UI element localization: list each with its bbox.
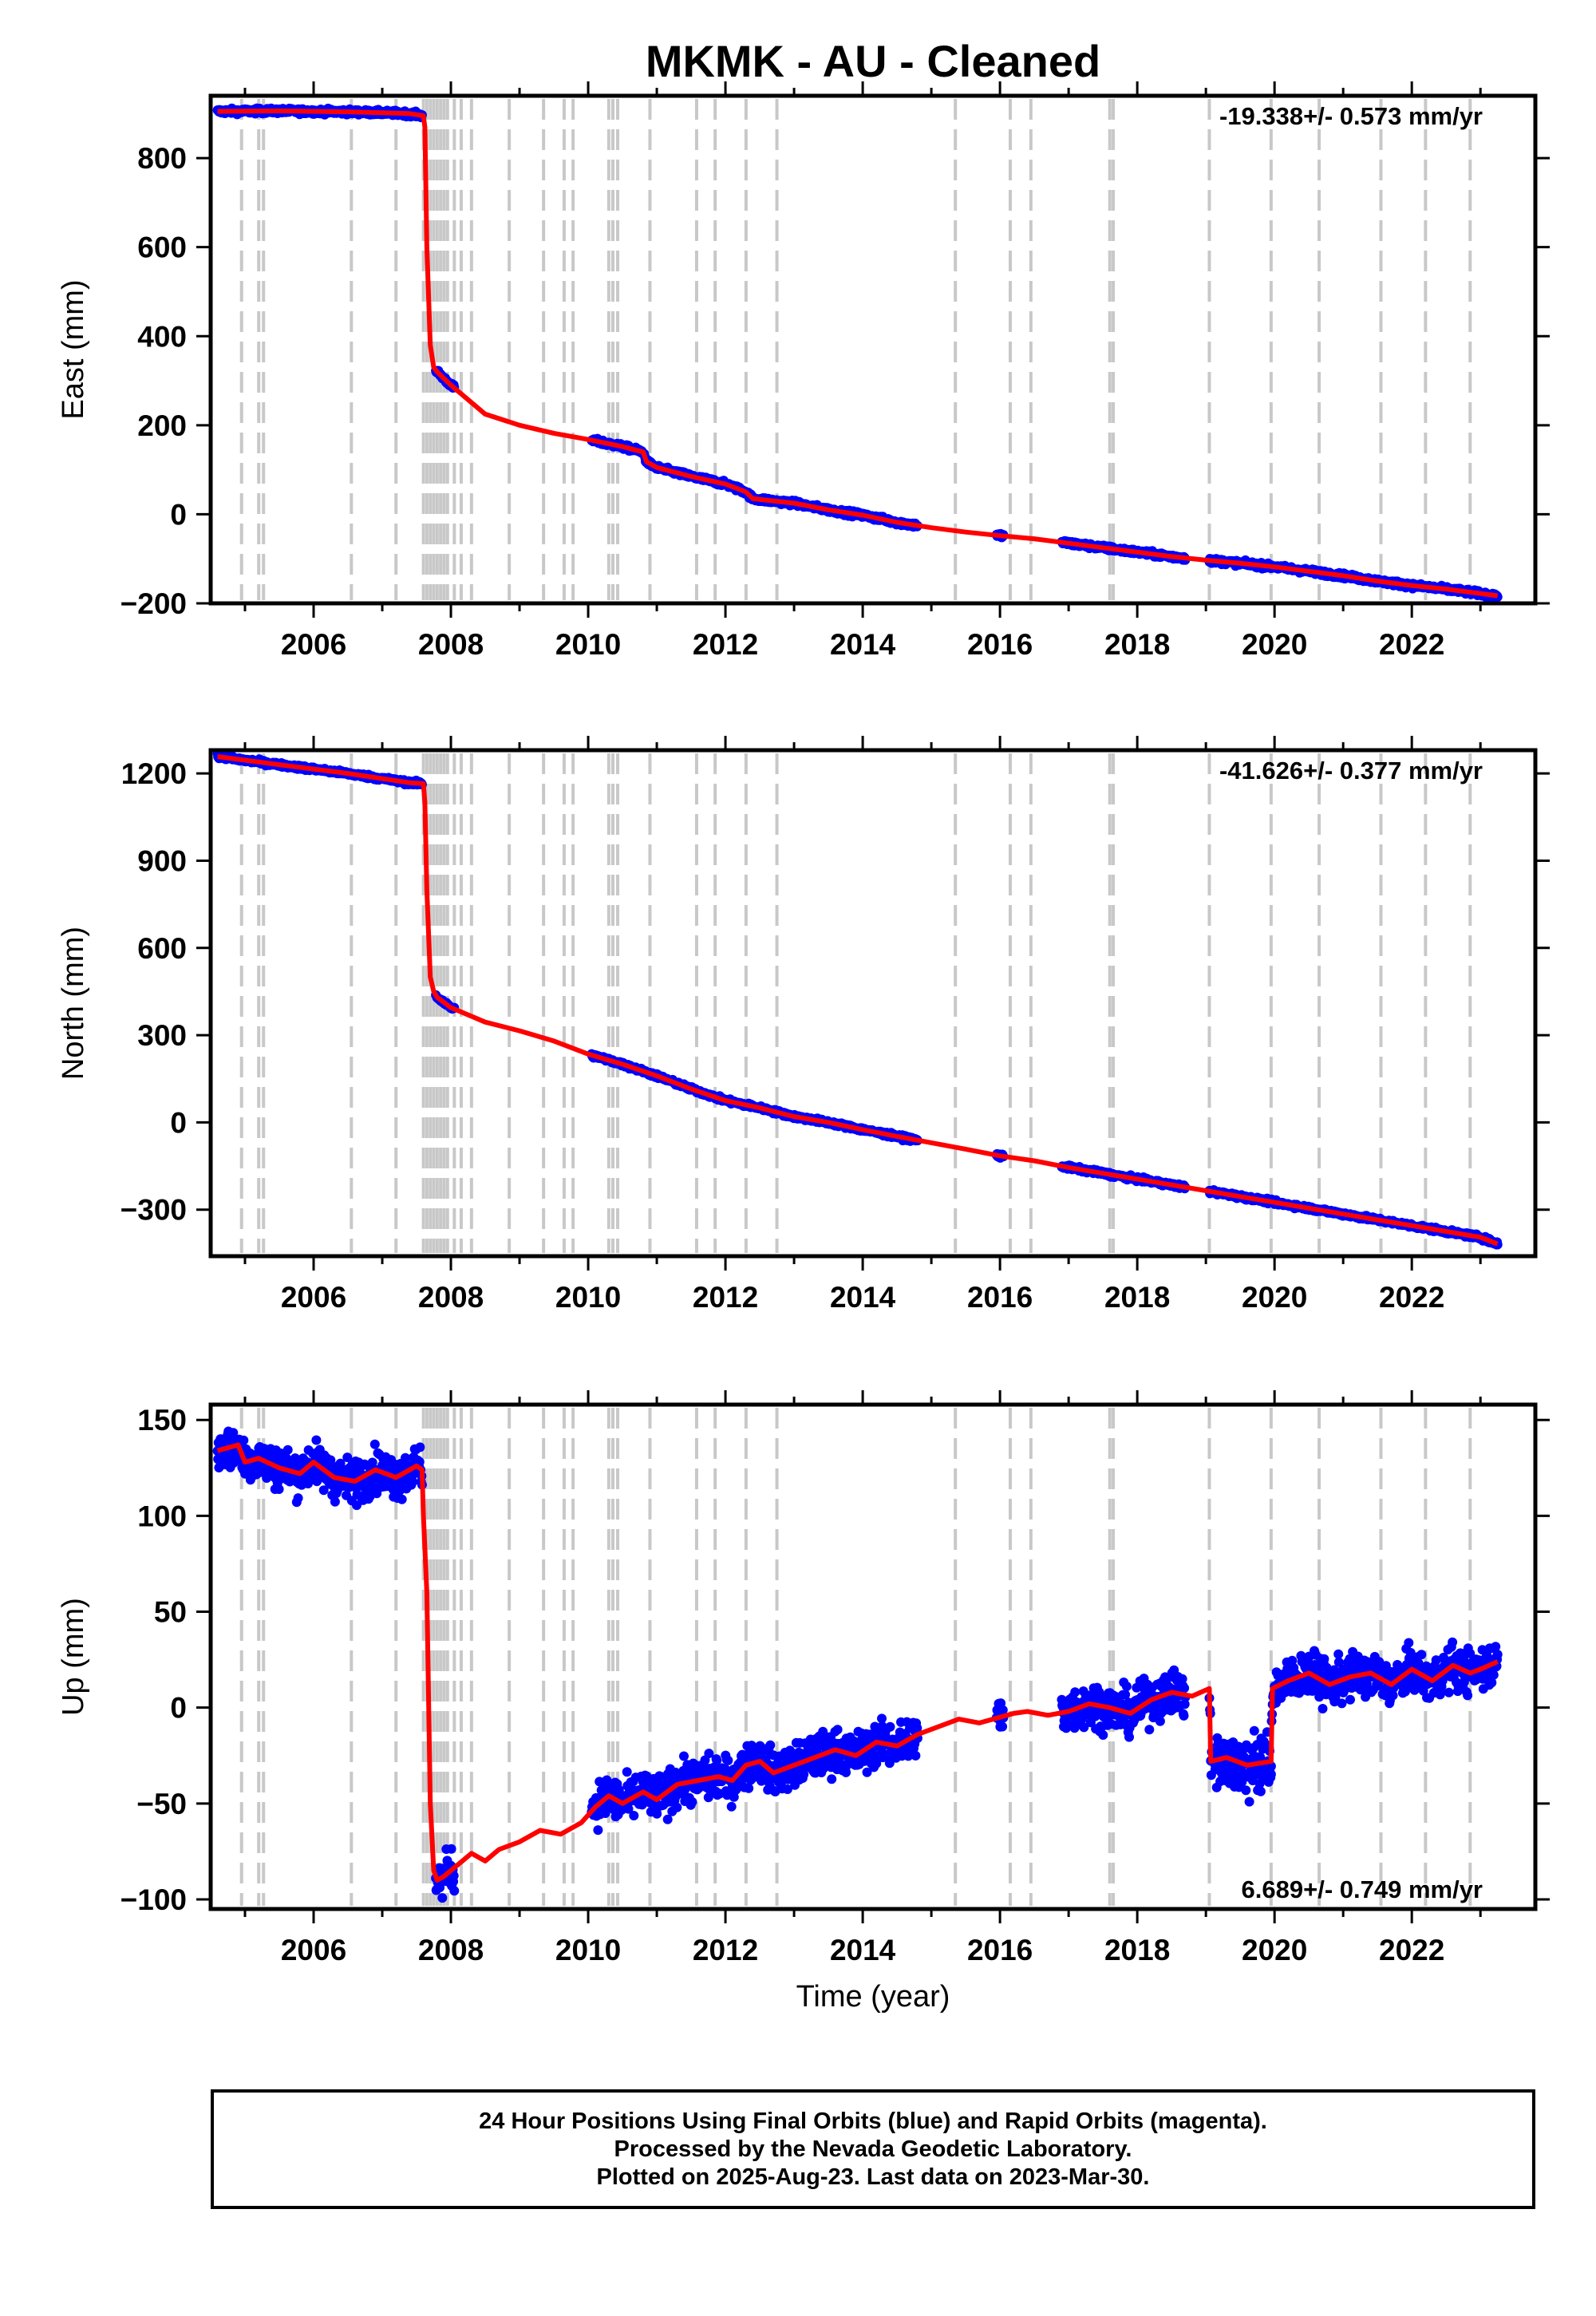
x-tick-label: 2020	[1242, 1281, 1307, 1314]
plot-frame	[208, 93, 1538, 606]
x-tick-label: 2018	[1104, 1281, 1170, 1314]
series-points	[212, 749, 1503, 1250]
y-tick-label: 0	[170, 498, 187, 531]
data-point	[239, 1435, 249, 1445]
data-point	[629, 1811, 639, 1820]
panel-3: 2006 2008 2010 2012 2014 2016 2018 2020 2022−100…	[57, 1390, 1550, 2014]
data-point	[274, 1484, 284, 1494]
plot-frame	[208, 748, 1538, 1259]
x-tick-label: 2020	[1242, 628, 1307, 661]
data-point	[652, 1808, 662, 1819]
x-tick-label: 2010	[555, 1281, 621, 1314]
data-point	[369, 1439, 380, 1449]
x-tick-label: 2014	[830, 1281, 896, 1314]
x-tick-label: 2006	[281, 628, 346, 661]
x-tick-label: 2022	[1379, 628, 1444, 661]
data-point	[687, 1796, 697, 1807]
data-point	[593, 1825, 603, 1836]
x-tick-label: 2012	[693, 1281, 758, 1314]
y-tick-label: 800	[137, 142, 187, 175]
y-tick-label: 0	[170, 1106, 187, 1139]
model-line	[217, 754, 1499, 1247]
x-tick-label: 2006	[281, 1281, 346, 1314]
y-axis-label: East (mm)	[57, 279, 90, 419]
data-point	[726, 1801, 737, 1812]
model-line	[217, 109, 1499, 599]
data-point	[326, 1455, 336, 1465]
panel-1: 2006 2008 2010 2012 2014 2016 2018 2020 2022 −200…	[57, 81, 1550, 661]
y-tick-label: 200	[137, 409, 187, 442]
y-tick-label: 600	[137, 932, 187, 965]
y-tick-label: 900	[137, 844, 187, 877]
data-point	[449, 1886, 460, 1896]
data-point	[415, 1442, 425, 1452]
data-point	[293, 1493, 303, 1504]
data-point	[723, 1755, 733, 1765]
y-tick-label: −200	[120, 587, 187, 620]
data-point	[397, 1494, 407, 1504]
data-point	[672, 1802, 682, 1812]
x-tick-label: 2016	[967, 1281, 1033, 1314]
y-tick-label: 600	[137, 231, 187, 264]
x-tick-label: 2012	[693, 628, 758, 661]
rate-annotation: -41.626+/- 0.377 mm/yr	[1219, 757, 1483, 785]
y-tick-label: 400	[137, 320, 187, 353]
series-points	[212, 1426, 1503, 1903]
data-point	[330, 1496, 340, 1507]
data-point	[446, 1844, 456, 1854]
y-tick-label: −300	[120, 1194, 187, 1227]
data-point	[282, 1445, 293, 1455]
x-tick-label: 2010	[555, 628, 621, 661]
figure-title: MKMK - AU - Cleaned	[646, 36, 1100, 86]
x-tick-label: 2016	[967, 628, 1033, 661]
data-point	[408, 1476, 418, 1487]
x-tick-label: 2014	[830, 628, 896, 661]
x-tick-label: 2008	[418, 1281, 484, 1314]
x-tick-label: 2018	[1104, 628, 1170, 661]
rate-annotation: -19.338+/- 0.573 mm/yr	[1219, 102, 1483, 130]
data-point	[311, 1435, 322, 1445]
x-tick-label: 2008	[418, 628, 484, 661]
panel-2: 2006 2008 2010 2012 2014 2016 2018 2020 2022 −300…	[57, 736, 1550, 1314]
data-point	[679, 1751, 689, 1761]
y-axis-label: North (mm)	[57, 927, 90, 1080]
data-point	[437, 1893, 448, 1903]
data-point	[622, 1767, 632, 1777]
y-tick-label: 1200	[121, 757, 187, 790]
x-tick-label: 2022	[1379, 1281, 1444, 1314]
data-point	[744, 1783, 754, 1793]
series-points	[212, 103, 1503, 603]
y-tick-label: 300	[137, 1019, 187, 1052]
